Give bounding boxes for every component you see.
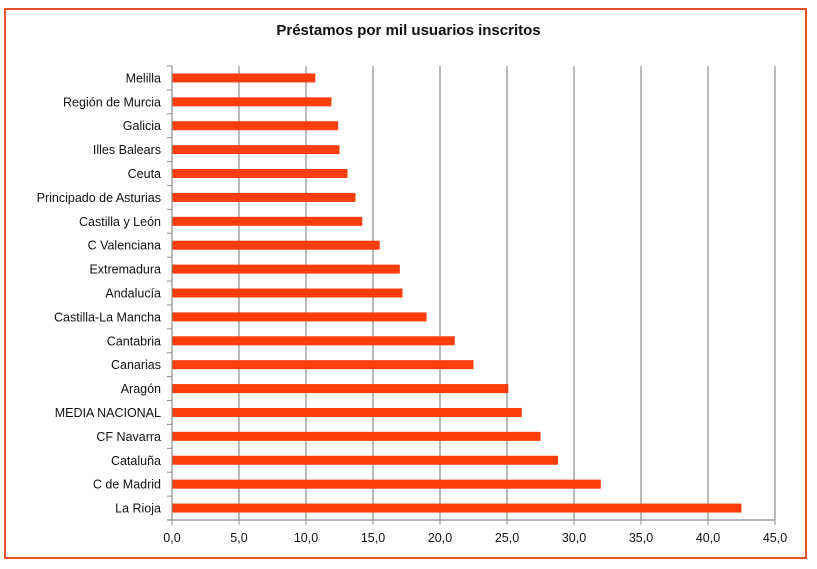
category-label: C de Madrid — [93, 478, 161, 492]
bar — [172, 97, 332, 107]
bar — [172, 169, 348, 179]
category-labels: Melilla Región de Murcia Galicia Illes Bale… — [37, 71, 161, 515]
bar — [172, 145, 340, 155]
axes — [167, 65, 776, 525]
category-label: C Valenciana — [88, 239, 161, 253]
category-label: Melilla — [126, 71, 161, 85]
category-label: La Rioja — [115, 502, 161, 516]
category-label: Principado de Asturias — [37, 191, 161, 205]
category-label: Región de Murcia — [63, 95, 161, 109]
category-label: MEDIA NACIONAL — [55, 406, 161, 420]
x-tick-label: 30,0 — [562, 531, 586, 545]
x-tick-label: 25,0 — [495, 531, 519, 545]
bar — [172, 288, 403, 298]
category-label: Castilla-La Mancha — [54, 310, 161, 324]
category-label: Castilla y León — [79, 215, 161, 229]
bar — [172, 479, 601, 489]
x-tick-label: 35,0 — [629, 531, 653, 545]
bar — [172, 431, 541, 441]
category-label: CF Navarra — [96, 430, 161, 444]
x-tick-label: 45,0 — [763, 531, 787, 545]
x-tick-label: 0,0 — [163, 531, 180, 545]
x-tick-label: 10,0 — [294, 531, 318, 545]
category-label: Canarias — [111, 358, 161, 372]
bar — [172, 407, 522, 417]
bar — [172, 192, 356, 202]
x-tick-label: 15,0 — [361, 531, 385, 545]
bar — [172, 73, 316, 83]
bar — [172, 121, 339, 131]
category-label: Cataluña — [111, 454, 161, 468]
category-label: Extremadura — [89, 263, 161, 277]
x-tick-label: 40,0 — [696, 531, 720, 545]
x-tick-labels: 0,0 5,0 10,0 15,0 20,0 25,0 30,0 35,0 40,0 45,0 — [163, 531, 787, 545]
bar — [172, 336, 455, 346]
category-label: Aragón — [121, 382, 161, 396]
bar — [172, 312, 427, 322]
category-label: Galicia — [123, 119, 161, 133]
bar — [172, 503, 742, 513]
x-tick-label: 20,0 — [428, 531, 452, 545]
bars — [172, 73, 742, 513]
bar — [172, 360, 474, 370]
bar — [172, 240, 380, 250]
bar — [172, 455, 558, 465]
chart-frame — [4, 8, 807, 559]
x-tick-label: 5,0 — [230, 531, 247, 545]
category-label: Illes Balears — [93, 143, 161, 157]
category-label: Ceuta — [128, 167, 161, 181]
category-label: Cantabria — [107, 334, 161, 348]
bar — [172, 384, 509, 394]
chart-title: Préstamos por mil usuarios inscritos — [276, 22, 541, 39]
bar — [172, 264, 400, 274]
bar — [172, 216, 363, 226]
category-label: Andalucía — [105, 287, 161, 301]
